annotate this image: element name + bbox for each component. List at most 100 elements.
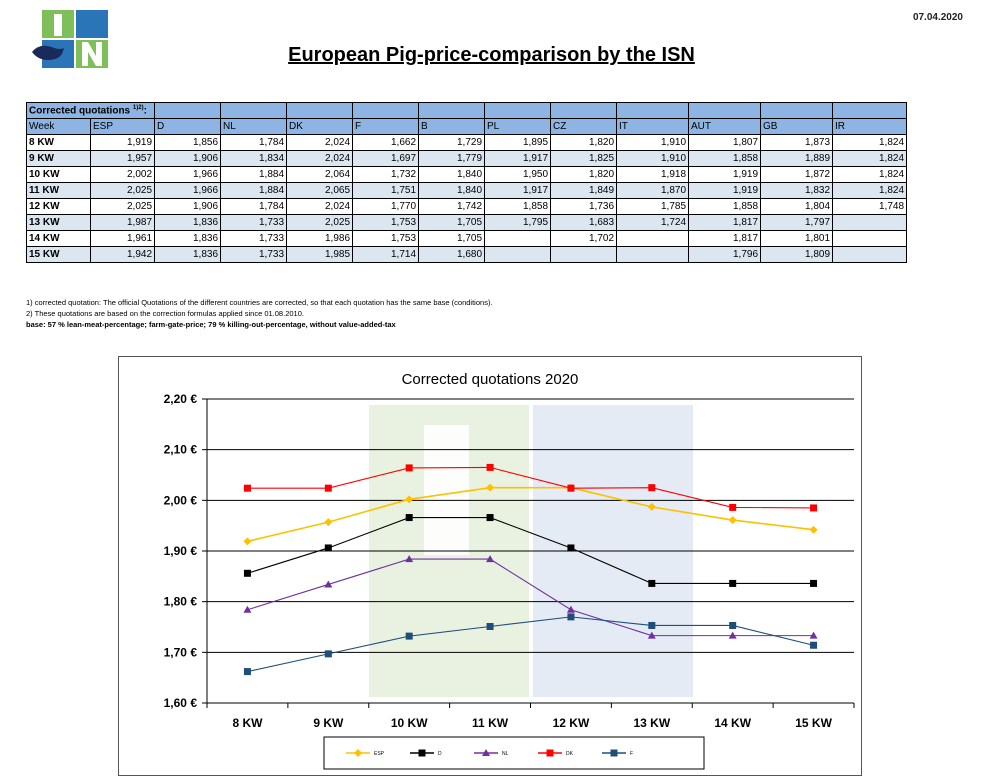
price-cell: 1,751 xyxy=(352,182,420,199)
price-cell: 1,736 xyxy=(550,198,618,215)
table-row: 15 KW 1,942 1,836 1,733 1,985 1,714 1,680 1,796… xyxy=(26,246,908,263)
price-cell: 1,824 xyxy=(832,150,908,167)
data-point-d xyxy=(810,579,818,587)
caption-cell xyxy=(550,102,618,119)
x-tick-label: 15 KW xyxy=(795,716,832,730)
price-cell: 1,985 xyxy=(286,246,354,263)
data-point-nl xyxy=(809,631,818,639)
x-tick-label: 13 KW xyxy=(633,716,670,730)
price-cell: 1,889 xyxy=(760,150,834,167)
price-cell: 1,917 xyxy=(484,182,552,199)
legend-swatch-marker xyxy=(610,749,618,757)
x-tick-label: 11 KW xyxy=(472,716,509,730)
x-tick-label: 10 KW xyxy=(391,716,428,730)
caption-cell xyxy=(484,102,552,119)
column-header: DK xyxy=(286,118,354,135)
price-cell: 1,872 xyxy=(760,166,834,183)
column-header: B xyxy=(418,118,486,135)
price-cell: 1,966 xyxy=(154,166,222,183)
price-cell: 1,834 xyxy=(220,150,288,167)
price-cell xyxy=(484,230,552,247)
caption-cell xyxy=(832,102,908,119)
table-header-row: Week ESP D NL DK F B PL CZ IT AUT GB IR xyxy=(26,118,908,135)
data-point-esp xyxy=(728,516,737,525)
data-point-dk xyxy=(810,504,818,512)
legend-swatch-marker xyxy=(354,749,362,757)
data-point-f xyxy=(324,650,332,658)
footnote-1: 1) corrected quotation: The official Quo… xyxy=(26,298,493,307)
data-point-f xyxy=(648,621,656,629)
series-line-dk xyxy=(247,466,814,509)
table-row: 11 KW 2,025 1,966 1,884 2,065 1,751 1,840 1,917… xyxy=(26,182,908,199)
chart-frame: Corrected quotations 2020 1,60 € 1,70 € 1,8… xyxy=(118,356,862,776)
column-header: GB xyxy=(760,118,834,135)
legend-label: D xyxy=(438,751,442,757)
price-cell: 1,906 xyxy=(154,150,222,167)
column-header: PL xyxy=(484,118,552,135)
price-cell: 1,705 xyxy=(418,214,486,231)
data-point-esp xyxy=(243,537,252,546)
price-cell: 1,942 xyxy=(89,246,156,263)
caption-cell xyxy=(760,102,834,119)
legend-swatch-marker xyxy=(482,749,490,756)
isn-logo xyxy=(32,10,108,68)
price-cell: 1,919 xyxy=(688,166,762,183)
price-cell: 1,825 xyxy=(550,150,618,167)
data-point-f xyxy=(243,668,251,676)
data-point-dk xyxy=(486,463,494,471)
column-header: Week xyxy=(26,118,91,135)
data-point-dk xyxy=(648,484,656,492)
data-point-d xyxy=(729,579,737,587)
price-cell: 1,680 xyxy=(418,246,486,263)
price-cell: 1,957 xyxy=(89,150,156,167)
data-point-f xyxy=(810,641,818,649)
caption-suffix: : xyxy=(143,105,147,117)
x-tick-label: 9 KW xyxy=(313,716,344,730)
data-point-esp xyxy=(405,495,414,504)
price-cell: 1,824 xyxy=(832,166,908,183)
price-cell: 1,795 xyxy=(484,214,552,231)
price-cell: 1,770 xyxy=(352,198,420,215)
price-cell: 1,662 xyxy=(352,134,420,151)
price-cell: 1,919 xyxy=(89,134,156,151)
price-cell: 1,966 xyxy=(154,182,222,199)
price-cell xyxy=(616,230,690,247)
price-cell: 1,884 xyxy=(220,182,288,199)
data-point-dk xyxy=(729,503,737,511)
price-cell: 1,729 xyxy=(418,134,486,151)
price-cell: 1,683 xyxy=(550,214,618,231)
data-point-d xyxy=(567,544,575,552)
price-cell: 1,840 xyxy=(418,182,486,199)
price-cell: 2,024 xyxy=(286,134,354,151)
legend-label: DK xyxy=(566,751,574,757)
price-cell: 1,836 xyxy=(154,230,222,247)
price-cell: 2,024 xyxy=(286,150,354,167)
legend-label: ESP xyxy=(374,751,385,757)
price-cell: 1,705 xyxy=(418,230,486,247)
table-row: 10 KW 2,002 1,966 1,884 2,064 1,732 1,840 1,950… xyxy=(26,166,908,183)
price-cell xyxy=(832,230,908,247)
price-cell: 1,836 xyxy=(154,246,222,263)
price-cell: 1,817 xyxy=(688,230,762,247)
week-cell: 13 KW xyxy=(26,214,91,231)
price-cell: 1,820 xyxy=(550,134,618,151)
page-title: European Pig-price-comparison by the ISN xyxy=(288,44,695,66)
price-cell: 1,836 xyxy=(154,214,222,231)
price-cell: 1,697 xyxy=(352,150,420,167)
y-tick-label: 2,00 € xyxy=(164,493,198,507)
price-cell: 1,856 xyxy=(154,134,222,151)
column-header: IT xyxy=(616,118,690,135)
data-point-d xyxy=(486,514,494,522)
column-header: ESP xyxy=(89,118,156,135)
price-cell: 1,733 xyxy=(220,246,288,263)
data-point-f xyxy=(486,622,494,630)
data-point-dk xyxy=(567,484,575,492)
data-point-f xyxy=(729,621,737,629)
data-point-f xyxy=(567,613,575,621)
price-cell: 1,714 xyxy=(352,246,420,263)
series-line-f xyxy=(247,616,814,673)
price-cell: 1,785 xyxy=(616,198,690,215)
price-cell: 1,824 xyxy=(832,182,908,199)
price-cell: 1,987 xyxy=(89,214,156,231)
price-cell: 1,858 xyxy=(688,150,762,167)
